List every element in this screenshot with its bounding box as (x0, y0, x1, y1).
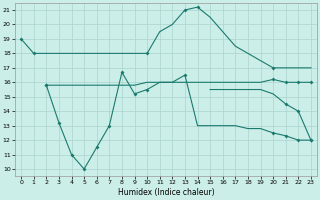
X-axis label: Humidex (Indice chaleur): Humidex (Indice chaleur) (118, 188, 214, 197)
